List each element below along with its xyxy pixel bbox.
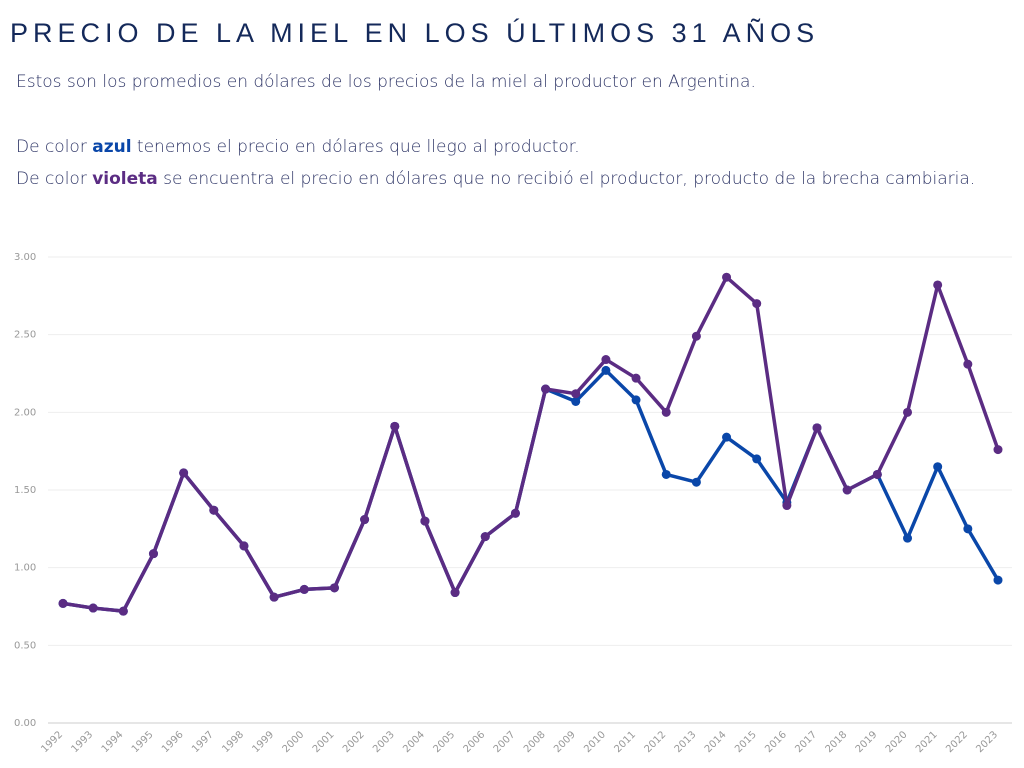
note-before: De color (16, 169, 93, 189)
point (661, 407, 671, 417)
x-tick-label: 2000 (281, 729, 307, 755)
note-after: tenemos el precio en dólares que llego a… (131, 136, 580, 157)
point (420, 516, 430, 526)
y-tick-label: 2.50 (14, 330, 36, 341)
x-tick-label: 2003 (371, 729, 397, 755)
point (661, 469, 671, 479)
note-highlight: violeta (92, 169, 158, 189)
x-tick-label: 2012 (643, 729, 669, 755)
point (933, 462, 943, 472)
point (752, 299, 762, 309)
x-tick-label: 2006 (462, 729, 488, 755)
point (722, 272, 732, 282)
subtitle: Estos son los promedios en dólares de lo… (16, 72, 756, 92)
x-tick-label: 2022 (944, 729, 970, 755)
point (872, 469, 882, 479)
point (601, 365, 611, 375)
x-tick-label: 1999 (250, 729, 276, 755)
x-tick-label: 1993 (70, 729, 96, 755)
point (601, 355, 611, 365)
x-tick-label: 2007 (492, 729, 518, 755)
point (299, 584, 309, 594)
y-tick-label: 2.00 (14, 407, 36, 418)
x-tick-label: 1997 (190, 729, 216, 755)
point (722, 432, 732, 442)
point (510, 508, 520, 518)
x-tick-label: 2018 (824, 729, 850, 755)
point (239, 541, 249, 551)
point (269, 592, 279, 602)
x-tick-label: 2010 (582, 729, 608, 755)
x-tick-label: 2013 (673, 729, 699, 755)
point (329, 583, 339, 593)
chart-title: PRECIO DE LA MIEL EN LOS ÚLTIMOS 31 AÑOS (10, 18, 820, 48)
x-tick-label: 2016 (763, 729, 789, 755)
x-tick-label: 1994 (100, 729, 126, 755)
x-tick-label: 2019 (854, 729, 880, 755)
x-tick-label: 2011 (612, 729, 638, 755)
x-tick-label: 2002 (341, 729, 367, 755)
point (571, 396, 581, 406)
x-tick-label: 1998 (220, 729, 246, 755)
description: Estos son los promedios en dólares de lo… (16, 66, 1006, 196)
point (963, 524, 973, 534)
point (360, 515, 370, 525)
series-line (62, 368, 1000, 613)
y-tick-label: 0.00 (14, 718, 36, 729)
x-tick-label: 2023 (974, 729, 1000, 755)
y-tick-label: 1.00 (14, 563, 36, 574)
point (691, 477, 701, 487)
x-tick-label: 2001 (311, 729, 337, 755)
point (691, 331, 701, 341)
point (209, 505, 219, 515)
point (179, 468, 189, 478)
series-line (62, 275, 1000, 613)
x-tick-label: 2017 (793, 729, 819, 755)
x-tick-label: 2021 (914, 729, 940, 755)
point (88, 603, 98, 613)
point (58, 598, 68, 608)
x-tick-label: 2008 (522, 729, 548, 755)
point (963, 359, 973, 369)
x-tick-label: 1995 (130, 729, 156, 755)
point (933, 280, 943, 290)
point (782, 501, 792, 511)
point (903, 533, 913, 543)
x-tick-label: 1992 (39, 729, 65, 755)
point (450, 588, 460, 598)
point (480, 532, 490, 542)
point (993, 445, 1003, 455)
note: De color violeta se encuentra el precio … (16, 163, 1006, 196)
point (903, 407, 913, 417)
x-tick-label: 2014 (703, 729, 729, 755)
point (752, 454, 762, 464)
x-tick-label: 2009 (552, 729, 578, 755)
x-tick-label: 2020 (884, 729, 910, 755)
x-tick-label: 2005 (431, 729, 457, 755)
point (812, 423, 822, 433)
y-tick-label: 1.50 (14, 485, 36, 496)
note: De color azul tenemos el precio en dólar… (16, 131, 1006, 164)
note-after: se encuentra el precio en dólares que no… (157, 169, 976, 189)
point (631, 395, 641, 405)
point (541, 384, 551, 394)
point (842, 485, 852, 495)
note-before: De color (16, 136, 93, 157)
point (118, 606, 128, 616)
x-tick-label: 2015 (733, 729, 759, 755)
y-tick-label: 0.50 (14, 640, 36, 651)
x-tick-label: 2004 (401, 729, 427, 755)
note-highlight: azul (92, 136, 132, 157)
point (148, 549, 158, 559)
point (631, 373, 641, 383)
y-tick-label: 3.00 (14, 252, 36, 263)
point (390, 421, 400, 431)
point (993, 575, 1003, 585)
point (571, 389, 581, 399)
x-tick-label: 1996 (160, 729, 186, 755)
